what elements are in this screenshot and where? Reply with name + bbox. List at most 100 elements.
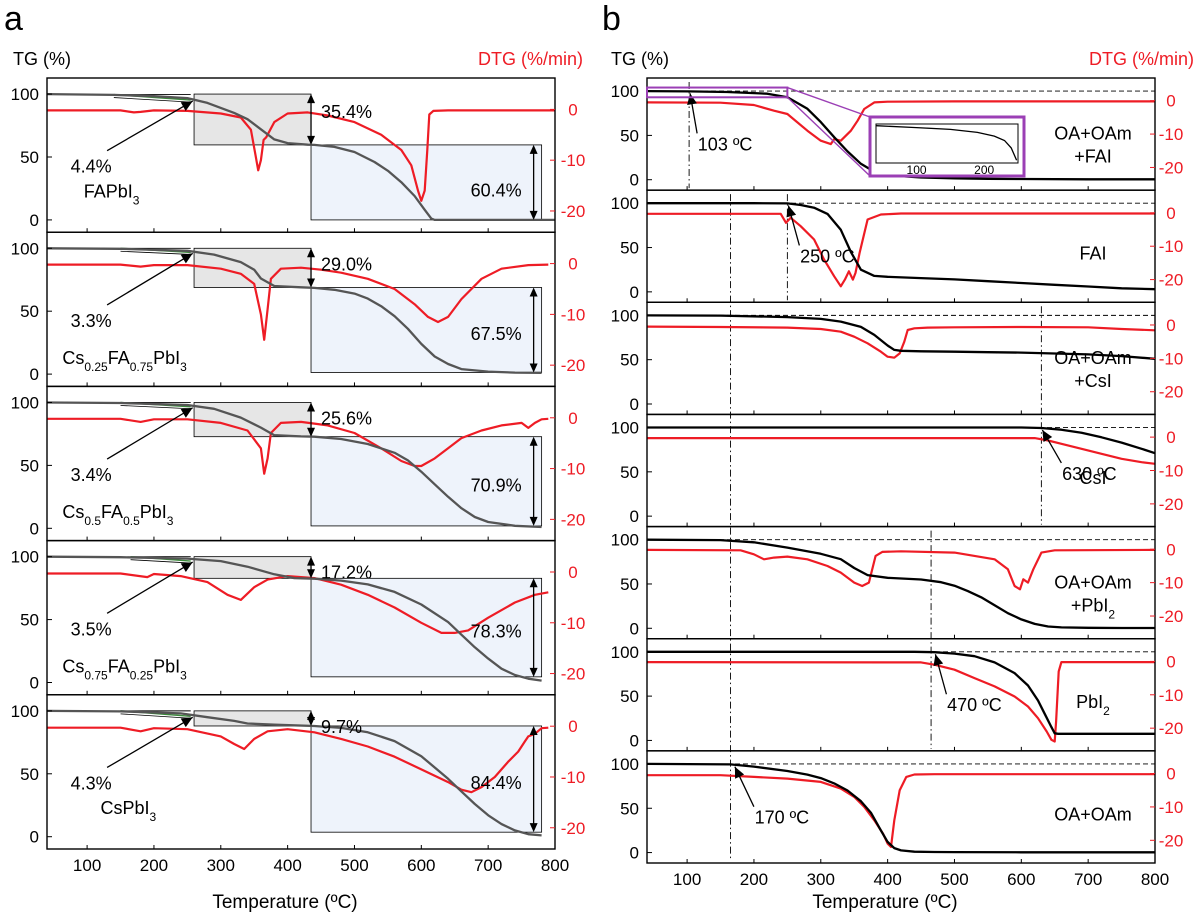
panel-b-subplot-5-dtg-tick-label: -10 bbox=[1159, 574, 1184, 593]
panel-a-subplot-5-tg-tick-label: 100 bbox=[11, 702, 39, 721]
panel-a-subplot-3-step1-arrow-head-bottom bbox=[307, 427, 316, 437]
panel-a-subplot-5-dtg-tick-label: -20 bbox=[561, 819, 586, 838]
panel-b-subplot-2-annotation-label: 250 ºC bbox=[800, 246, 855, 266]
panel-a-tg-axis-title: TG (%) bbox=[13, 49, 71, 69]
panel-b-subplot-7-annotation-label: 170 ºC bbox=[755, 808, 810, 828]
panel-a-subplot-1-onset-bottom bbox=[113, 97, 191, 103]
panel-b-subplot-6-annotation-arrow-head bbox=[933, 654, 944, 667]
panel-a-subplot-2-sample-label: Cs0.25FA0.75PbI3 bbox=[62, 348, 187, 374]
panel-b-subplot-3-dtg-tick-label: -10 bbox=[1159, 349, 1184, 368]
panel-b-subplot-3-dtg-tick-label: 0 bbox=[1166, 316, 1175, 335]
panel-b-subplot-4-tg-tick-label: 100 bbox=[611, 419, 639, 438]
panel-a-subplot-2-tg-line bbox=[46, 247, 542, 374]
panel-a-subplot-5-tg-tick-label: 50 bbox=[20, 765, 39, 784]
panel-a-subplot-4-dtg-tick-label: -20 bbox=[561, 665, 586, 684]
panel-b-subplot-2-dtg-tick-label: 0 bbox=[1166, 204, 1175, 223]
panel-a-x-tick-label: 700 bbox=[474, 856, 502, 875]
axes-layer: 0 50 100 0 -10 -20 0 50 100 0 -10 -20 0 50 100 0 -10 -20 0… bbox=[11, 77, 1184, 889]
panel-a-subplot-3-dtg-line bbox=[47, 417, 549, 475]
panel-a-subplot-1-sample-label: FAPbI3 bbox=[84, 181, 140, 207]
curve-layer bbox=[46, 89, 1156, 854]
panel-a-subplot-4-onset-arrow-head bbox=[180, 562, 193, 573]
panel-a-subplot-4-step1-arrow-head-top bbox=[307, 556, 316, 566]
panel-a-subplot-3-sample-label: Cs0.5FA0.5PbI3 bbox=[62, 502, 173, 528]
panel-a-subplot-5-dtg-line bbox=[47, 726, 549, 794]
panel-a-subplot-1-dtg-line bbox=[47, 109, 555, 202]
panel-b-subplot-3-tg-line bbox=[646, 314, 1156, 360]
panel-b-x-tick-label: 400 bbox=[873, 870, 901, 889]
panel-a-subplot-2-onset-arrow-shaft bbox=[106, 252, 194, 306]
panel-a-subplot-3-tg-tick-label: 100 bbox=[11, 393, 39, 412]
panel-b-subplot-1-dtg-tick-label: -20 bbox=[1159, 158, 1184, 177]
panel-b-subplot-2-tg-tick-label: 50 bbox=[620, 239, 639, 258]
panel-b-x-tick-label: 600 bbox=[1007, 870, 1035, 889]
panel-b-subplot-1-sample-label-2: +FAI bbox=[1074, 147, 1112, 167]
panel-a-x-tick-label: 100 bbox=[73, 856, 101, 875]
panel-a-subplot-3-dtg-tick-label: -10 bbox=[561, 460, 586, 479]
panel-b-subplot-2-sample-label-1: FAI bbox=[1079, 244, 1106, 264]
panel-b-subplot-3-tg-tick-label: 100 bbox=[611, 306, 639, 325]
panel-a-subplot-5-step1-arrow-head-bottom bbox=[307, 716, 316, 726]
panel-b-subplot-7-dtg-tick-label: -10 bbox=[1159, 798, 1184, 817]
panel-b-subplot-4-tg-tick-label: 50 bbox=[620, 463, 639, 482]
panel-b-subplot-5-dtg-line bbox=[646, 548, 1156, 591]
panel-a-subplot-5-onset-arrow-head bbox=[180, 717, 193, 728]
panel-a-subplot-2-step2-arrow-head-bottom bbox=[529, 363, 538, 373]
panel-b-subplot-6-dtg-tick-label: -10 bbox=[1159, 686, 1184, 705]
panel-a-subplot-1-tg-tick-label: 50 bbox=[20, 148, 39, 167]
panel-a-subplot-1-onset-arrow-head bbox=[180, 101, 193, 111]
panel-a-subplot-2-tg-tick-label: 0 bbox=[30, 365, 39, 384]
panel-a-subplot-1-onset-loss: 4.4% bbox=[71, 157, 112, 177]
annotation-layer: 35.4% 60.4% 4.4% FAPbI3 29.0% 67.5% 3.3% Cs0.25… bbox=[62, 86, 1132, 833]
panel-b-subplot-1-annotation-label: 103 ºC bbox=[698, 134, 753, 154]
panel-a-subplot-1-dtg-tick-label: -20 bbox=[561, 202, 586, 221]
panel-a-subplot-2-step2-arrow-head-top bbox=[529, 287, 538, 297]
panel-b-subplot-3-sample-label-2: +CsI bbox=[1074, 371, 1112, 391]
panel-b-subplot-7-sample-label-1: OA+OAm bbox=[1054, 804, 1132, 824]
panel-a-dtg-axis-title: DTG (%/min) bbox=[478, 49, 583, 69]
panel-a-subplot-3-step2-arrow-head-top bbox=[529, 436, 538, 446]
panel-b-subplot-2-tg-line bbox=[647, 202, 1156, 291]
panel-b-subplot-3-sample-label-1: OA+OAm bbox=[1054, 348, 1132, 368]
panel-b-tg-axis-title: TG (%) bbox=[611, 49, 669, 69]
panel-b-subplot-4-tg-line bbox=[647, 426, 1156, 455]
panel-a-subplot-4-step2-arrow-head-bottom bbox=[529, 667, 538, 677]
panel-a-subplot-2-onset-bottom bbox=[120, 250, 191, 255]
panel-a-subplot-4-dtg-tick-label: 0 bbox=[568, 563, 577, 582]
panel-a-subplot-3-tg-tick-label: 50 bbox=[20, 456, 39, 475]
panel-b-subplot-7-tg-tick-label: 0 bbox=[630, 844, 639, 863]
panel-b-subplot-7-tg-line bbox=[646, 762, 1155, 854]
panel-a-subplot-2-step1-loss: 29.0% bbox=[321, 254, 372, 274]
panel-a-subplot-4-step2-arrow-head-top bbox=[529, 578, 538, 588]
panel-b-subplot-7-annotation-arrow-head bbox=[734, 766, 745, 779]
panel-a-subplot-2-dtg-tick-label: -10 bbox=[561, 305, 586, 324]
panel-a-subplot-5-step1-loss: 9.7% bbox=[321, 717, 362, 737]
panel-b-subplot-6-tg-tick-label: 0 bbox=[630, 731, 639, 750]
panel-b-x-tick-label: 700 bbox=[1074, 870, 1102, 889]
panel-b-x-tick-label: 500 bbox=[940, 870, 968, 889]
panel-b-subplot-2-tg-tick-label: 0 bbox=[630, 283, 639, 302]
panel-b-x-tick-label: 300 bbox=[807, 870, 835, 889]
panel-b-subplot-5-sample-label-1: OA+OAm bbox=[1054, 572, 1132, 592]
panel-a-x-axis-title: Temperature (ºC) bbox=[212, 892, 357, 913]
panel-a-subplot-1-onset-arrow-shaft bbox=[106, 100, 194, 152]
panel-a-x-tick-label: 200 bbox=[140, 856, 168, 875]
panel-a-subplot-4-step1-arrow-head-bottom bbox=[307, 569, 316, 579]
panel-b-subplot-1-tg-line bbox=[646, 89, 1155, 181]
panel-a-subplot-1-step2-arrow-head-top bbox=[529, 144, 538, 154]
panel-a-x-tick-label: 300 bbox=[207, 856, 235, 875]
panel-a-subplot-4-onset-arrow-shaft bbox=[106, 561, 194, 614]
panel-b-subplot-2-dtg-line bbox=[647, 212, 1155, 288]
panel-a-x-tick-label: 600 bbox=[407, 856, 435, 875]
panel-a-subplot-3-onset-loss: 3.4% bbox=[71, 465, 112, 485]
panel-b-subplot-1-zoom-connector-top bbox=[787, 86, 871, 118]
panel-b-subplot-7-tg-tick-label: 100 bbox=[611, 755, 639, 774]
panel-b-subplot-6-tg-tick-label: 100 bbox=[611, 643, 639, 662]
panel-b-subplot-1-inset-tick-label: 200 bbox=[974, 163, 994, 177]
panel-a-subplot-2-dtg-tick-label: -20 bbox=[561, 356, 586, 375]
panel-b-subplot-1-tg-tick-label: 50 bbox=[620, 126, 639, 145]
panel-a-subplot-3-step1-arrow-head-top bbox=[307, 402, 316, 412]
panel-b-x-axis-title: Temperature (ºC) bbox=[812, 892, 957, 913]
panel-b-subplot-1-tg-tick-label: 0 bbox=[630, 171, 639, 190]
panel-a-x-tick-label: 500 bbox=[340, 856, 368, 875]
